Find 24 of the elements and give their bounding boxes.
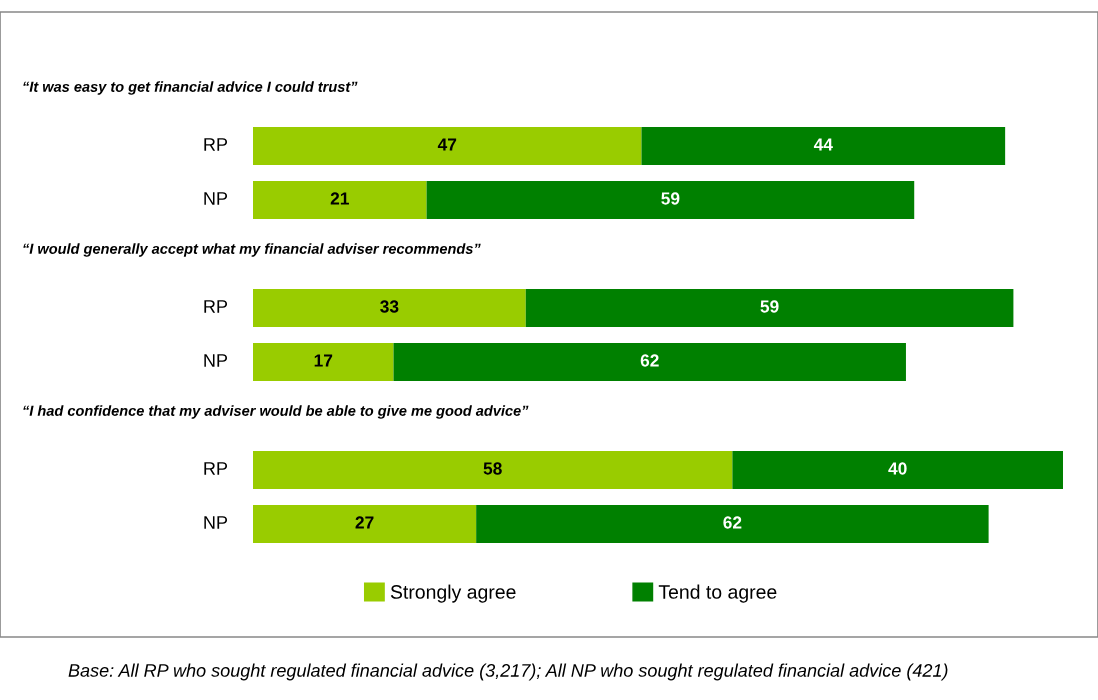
text: Base: All RP who sought regulated financial advice (3,217); All NP who sought regulated financial advice (421) — [68, 663, 948, 681]
data-label: 59 — [661, 192, 680, 205]
annotation: “I would generally accept what my financial adviser recommends” — [23, 243, 481, 257]
data-label: 59 — [760, 300, 779, 313]
data-label: 58 — [483, 462, 502, 475]
data-label: 62 — [723, 516, 742, 529]
y-tick-label: RP — [204, 138, 228, 151]
legend-label: Tend to agree — [658, 584, 777, 603]
data-label: 17 — [314, 354, 333, 367]
data-label: 21 — [330, 192, 349, 205]
y-tick-label: NP — [204, 192, 228, 205]
y-tick-label: NP — [204, 354, 228, 367]
data-label: 33 — [380, 300, 399, 313]
legend-label: Strongly agree — [390, 584, 516, 603]
y-tick-label: RP — [204, 300, 228, 313]
data-label: 44 — [813, 138, 833, 151]
y-tick-label: NP — [204, 516, 228, 529]
data-label: 40 — [888, 462, 907, 475]
annotation: “I had confidence that my adviser would be able to give me good advice” — [23, 405, 529, 419]
text: “It was easy to get financial advice I could trust” — [23, 81, 358, 95]
data-label: 62 — [640, 354, 659, 367]
data-label: 27 — [355, 516, 374, 529]
data-label: 47 — [437, 138, 457, 151]
y-tick-label: RP — [204, 462, 228, 475]
